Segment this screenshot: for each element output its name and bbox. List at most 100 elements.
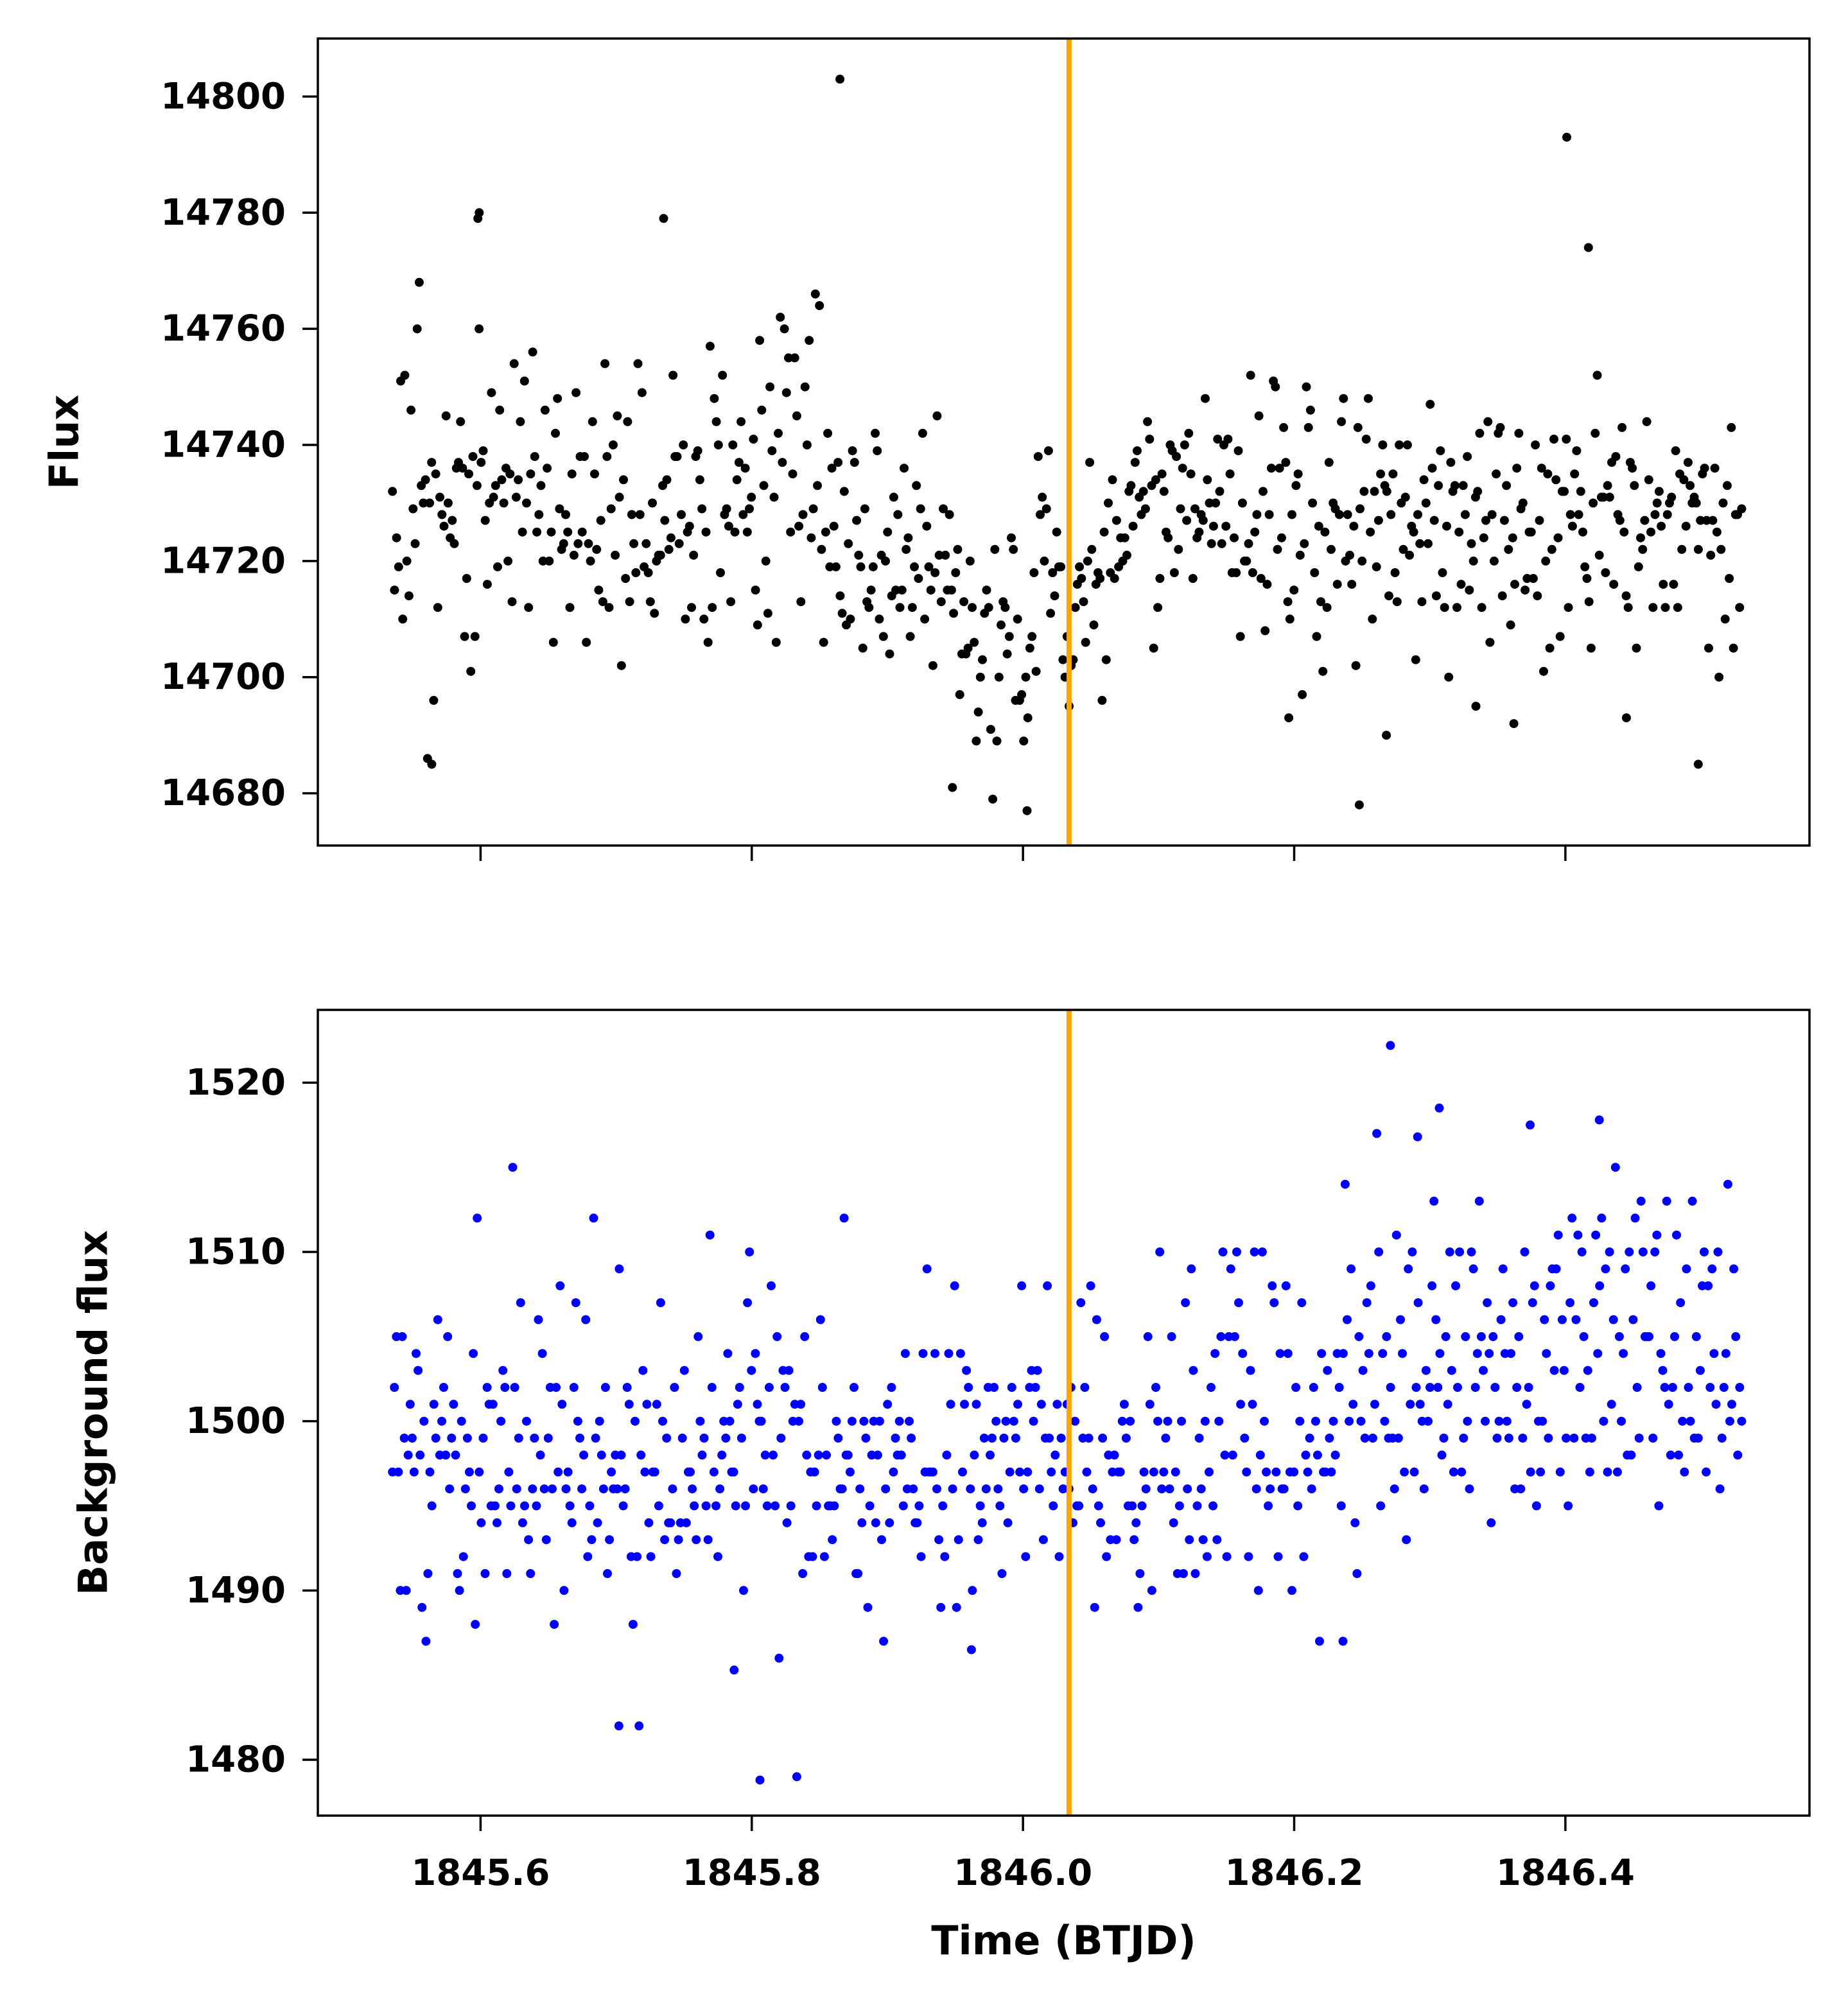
data-point: [1729, 1264, 1739, 1274]
data-point: [1721, 1349, 1730, 1359]
data-point: [1562, 1434, 1571, 1443]
data-point: [1542, 1349, 1551, 1359]
data-point: [716, 568, 725, 577]
data-point: [1279, 422, 1289, 432]
data-point: [407, 1434, 417, 1443]
data-point: [873, 446, 882, 456]
data-point: [1212, 1535, 1222, 1545]
data-point: [1079, 597, 1088, 607]
data-point: [1101, 655, 1111, 664]
data-point: [733, 1400, 742, 1409]
data-point: [832, 1416, 841, 1426]
data-point: [1446, 458, 1456, 467]
data-point: [1614, 1332, 1624, 1341]
data-point: [932, 411, 942, 421]
data-point: [686, 1467, 695, 1477]
data-point: [776, 313, 785, 322]
data-point: [408, 504, 418, 514]
data-point: [491, 481, 500, 490]
data-point: [1528, 574, 1538, 583]
data-point: [745, 504, 754, 514]
data-point: [619, 475, 628, 485]
data-point: [1492, 1434, 1502, 1443]
data-point: [1650, 510, 1660, 519]
data-point: [858, 643, 867, 653]
data-point: [1009, 544, 1018, 554]
data-point: [589, 1213, 598, 1223]
data-point: [1601, 568, 1610, 577]
data-point: [429, 1400, 439, 1409]
data-point: [1007, 533, 1016, 543]
data-point: [725, 1416, 735, 1426]
data-point: [1628, 464, 1637, 473]
data-point: [784, 1366, 794, 1375]
data-point: [1190, 504, 1199, 514]
data-point: [1599, 492, 1608, 502]
data-point: [1502, 481, 1512, 490]
data-point: [1431, 1315, 1441, 1324]
data-point: [1000, 603, 1010, 612]
data-point: [1019, 736, 1029, 746]
data-point: [1332, 580, 1342, 589]
data-point: [1130, 458, 1140, 467]
data-point: [1097, 695, 1107, 705]
data-point: [986, 1450, 995, 1460]
data-point: [1691, 1332, 1701, 1341]
data-point: [749, 1484, 758, 1494]
data-point: [1147, 1586, 1156, 1595]
data-point: [1508, 533, 1517, 543]
data-point: [1450, 481, 1460, 490]
data-point: [1133, 446, 1142, 456]
data-point: [936, 1602, 946, 1612]
data-point: [823, 428, 833, 438]
data-point: [1291, 481, 1301, 490]
data-point: [468, 452, 478, 462]
data-point: [922, 521, 932, 531]
data-point: [1673, 603, 1682, 612]
data-point: [1159, 487, 1169, 496]
data-point: [1004, 632, 1014, 641]
data-point: [1054, 1552, 1064, 1561]
data-point: [745, 1247, 754, 1256]
data-point: [690, 1501, 699, 1511]
data-point: [909, 1484, 918, 1494]
data-point: [930, 1349, 939, 1359]
data-point: [528, 347, 537, 357]
data-point: [1666, 1450, 1675, 1460]
data-point: [1465, 1484, 1474, 1494]
data-point: [825, 562, 835, 571]
data-point: [1531, 1501, 1541, 1511]
data-point: [1345, 550, 1354, 560]
data-point: [632, 1552, 642, 1561]
data-point: [1178, 464, 1187, 473]
data-point: [936, 597, 946, 607]
data-point: [1236, 1400, 1246, 1409]
data-point: [1086, 1281, 1095, 1290]
data-point: [1250, 527, 1260, 537]
y-tick-label: 1500: [186, 1400, 286, 1442]
data-point: [910, 562, 919, 571]
data-point: [608, 440, 618, 449]
data-point: [755, 336, 765, 345]
background-flux-scatter-points: [388, 1041, 1747, 1785]
data-point: [1540, 1315, 1549, 1324]
data-point: [898, 1501, 908, 1511]
y-tick-label: 1510: [186, 1231, 286, 1273]
data-point: [441, 1450, 451, 1460]
data-point: [905, 1416, 914, 1426]
data-point: [1592, 370, 1602, 380]
data-point: [1273, 544, 1282, 554]
data-point: [780, 324, 789, 334]
data-point: [778, 458, 787, 467]
data-point: [1483, 417, 1493, 426]
data-point: [914, 574, 923, 583]
data-point: [1524, 1383, 1533, 1392]
data-point: [1023, 1467, 1033, 1477]
data-point: [1634, 562, 1643, 571]
data-point: [1232, 568, 1241, 577]
data-point: [1424, 1416, 1433, 1426]
data-point: [1045, 1434, 1054, 1443]
data-point: [622, 1383, 632, 1392]
data-point: [1504, 544, 1513, 554]
data-point: [511, 492, 521, 502]
